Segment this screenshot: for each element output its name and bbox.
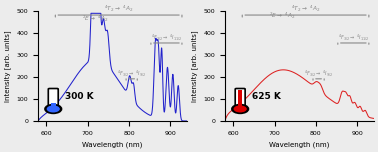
Y-axis label: Intensity [arb. units]: Intensity [arb. units] xyxy=(4,30,11,102)
Text: $^4T_2 \rightarrow\ ^4A_2$: $^4T_2 \rightarrow\ ^4A_2$ xyxy=(291,4,320,14)
Bar xyxy=(51,103,56,106)
Circle shape xyxy=(45,105,62,113)
Text: $^4T_2 \rightarrow\ ^4A_2$: $^4T_2 \rightarrow\ ^4A_2$ xyxy=(104,4,133,14)
Circle shape xyxy=(234,105,247,112)
Text: $^4F_{3/2} \rightarrow\ ^4I_{9/2}$: $^4F_{3/2} \rightarrow\ ^4I_{9/2}$ xyxy=(117,68,146,78)
Text: $^2E \rightarrow\ ^4A_2$: $^2E \rightarrow\ ^4A_2$ xyxy=(269,11,295,21)
Y-axis label: Intensity [arb. units]: Intensity [arb. units] xyxy=(191,30,198,102)
Text: $^4F_{3/2} \rightarrow\ ^4I_{11/2}$: $^4F_{3/2} \rightarrow\ ^4I_{11/2}$ xyxy=(151,33,182,42)
FancyBboxPatch shape xyxy=(48,88,58,107)
Circle shape xyxy=(46,105,60,112)
Circle shape xyxy=(232,105,248,113)
Bar xyxy=(238,90,242,106)
X-axis label: Wavelength (nm): Wavelength (nm) xyxy=(82,141,143,148)
Text: $^2E \rightarrow\ ^4A_2$: $^2E \rightarrow\ ^4A_2$ xyxy=(82,14,108,24)
Text: 625 K: 625 K xyxy=(252,92,280,101)
Text: $^4F_{3/2} \rightarrow\ ^4I_{11/2}$: $^4F_{3/2} \rightarrow\ ^4I_{11/2}$ xyxy=(338,33,369,42)
Text: 300 K: 300 K xyxy=(65,92,93,101)
Text: $^4F_{3/2} \rightarrow\ ^4I_{9/2}$: $^4F_{3/2} \rightarrow\ ^4I_{9/2}$ xyxy=(304,68,333,78)
FancyBboxPatch shape xyxy=(235,88,245,107)
X-axis label: Wavelength (nm): Wavelength (nm) xyxy=(269,141,330,148)
